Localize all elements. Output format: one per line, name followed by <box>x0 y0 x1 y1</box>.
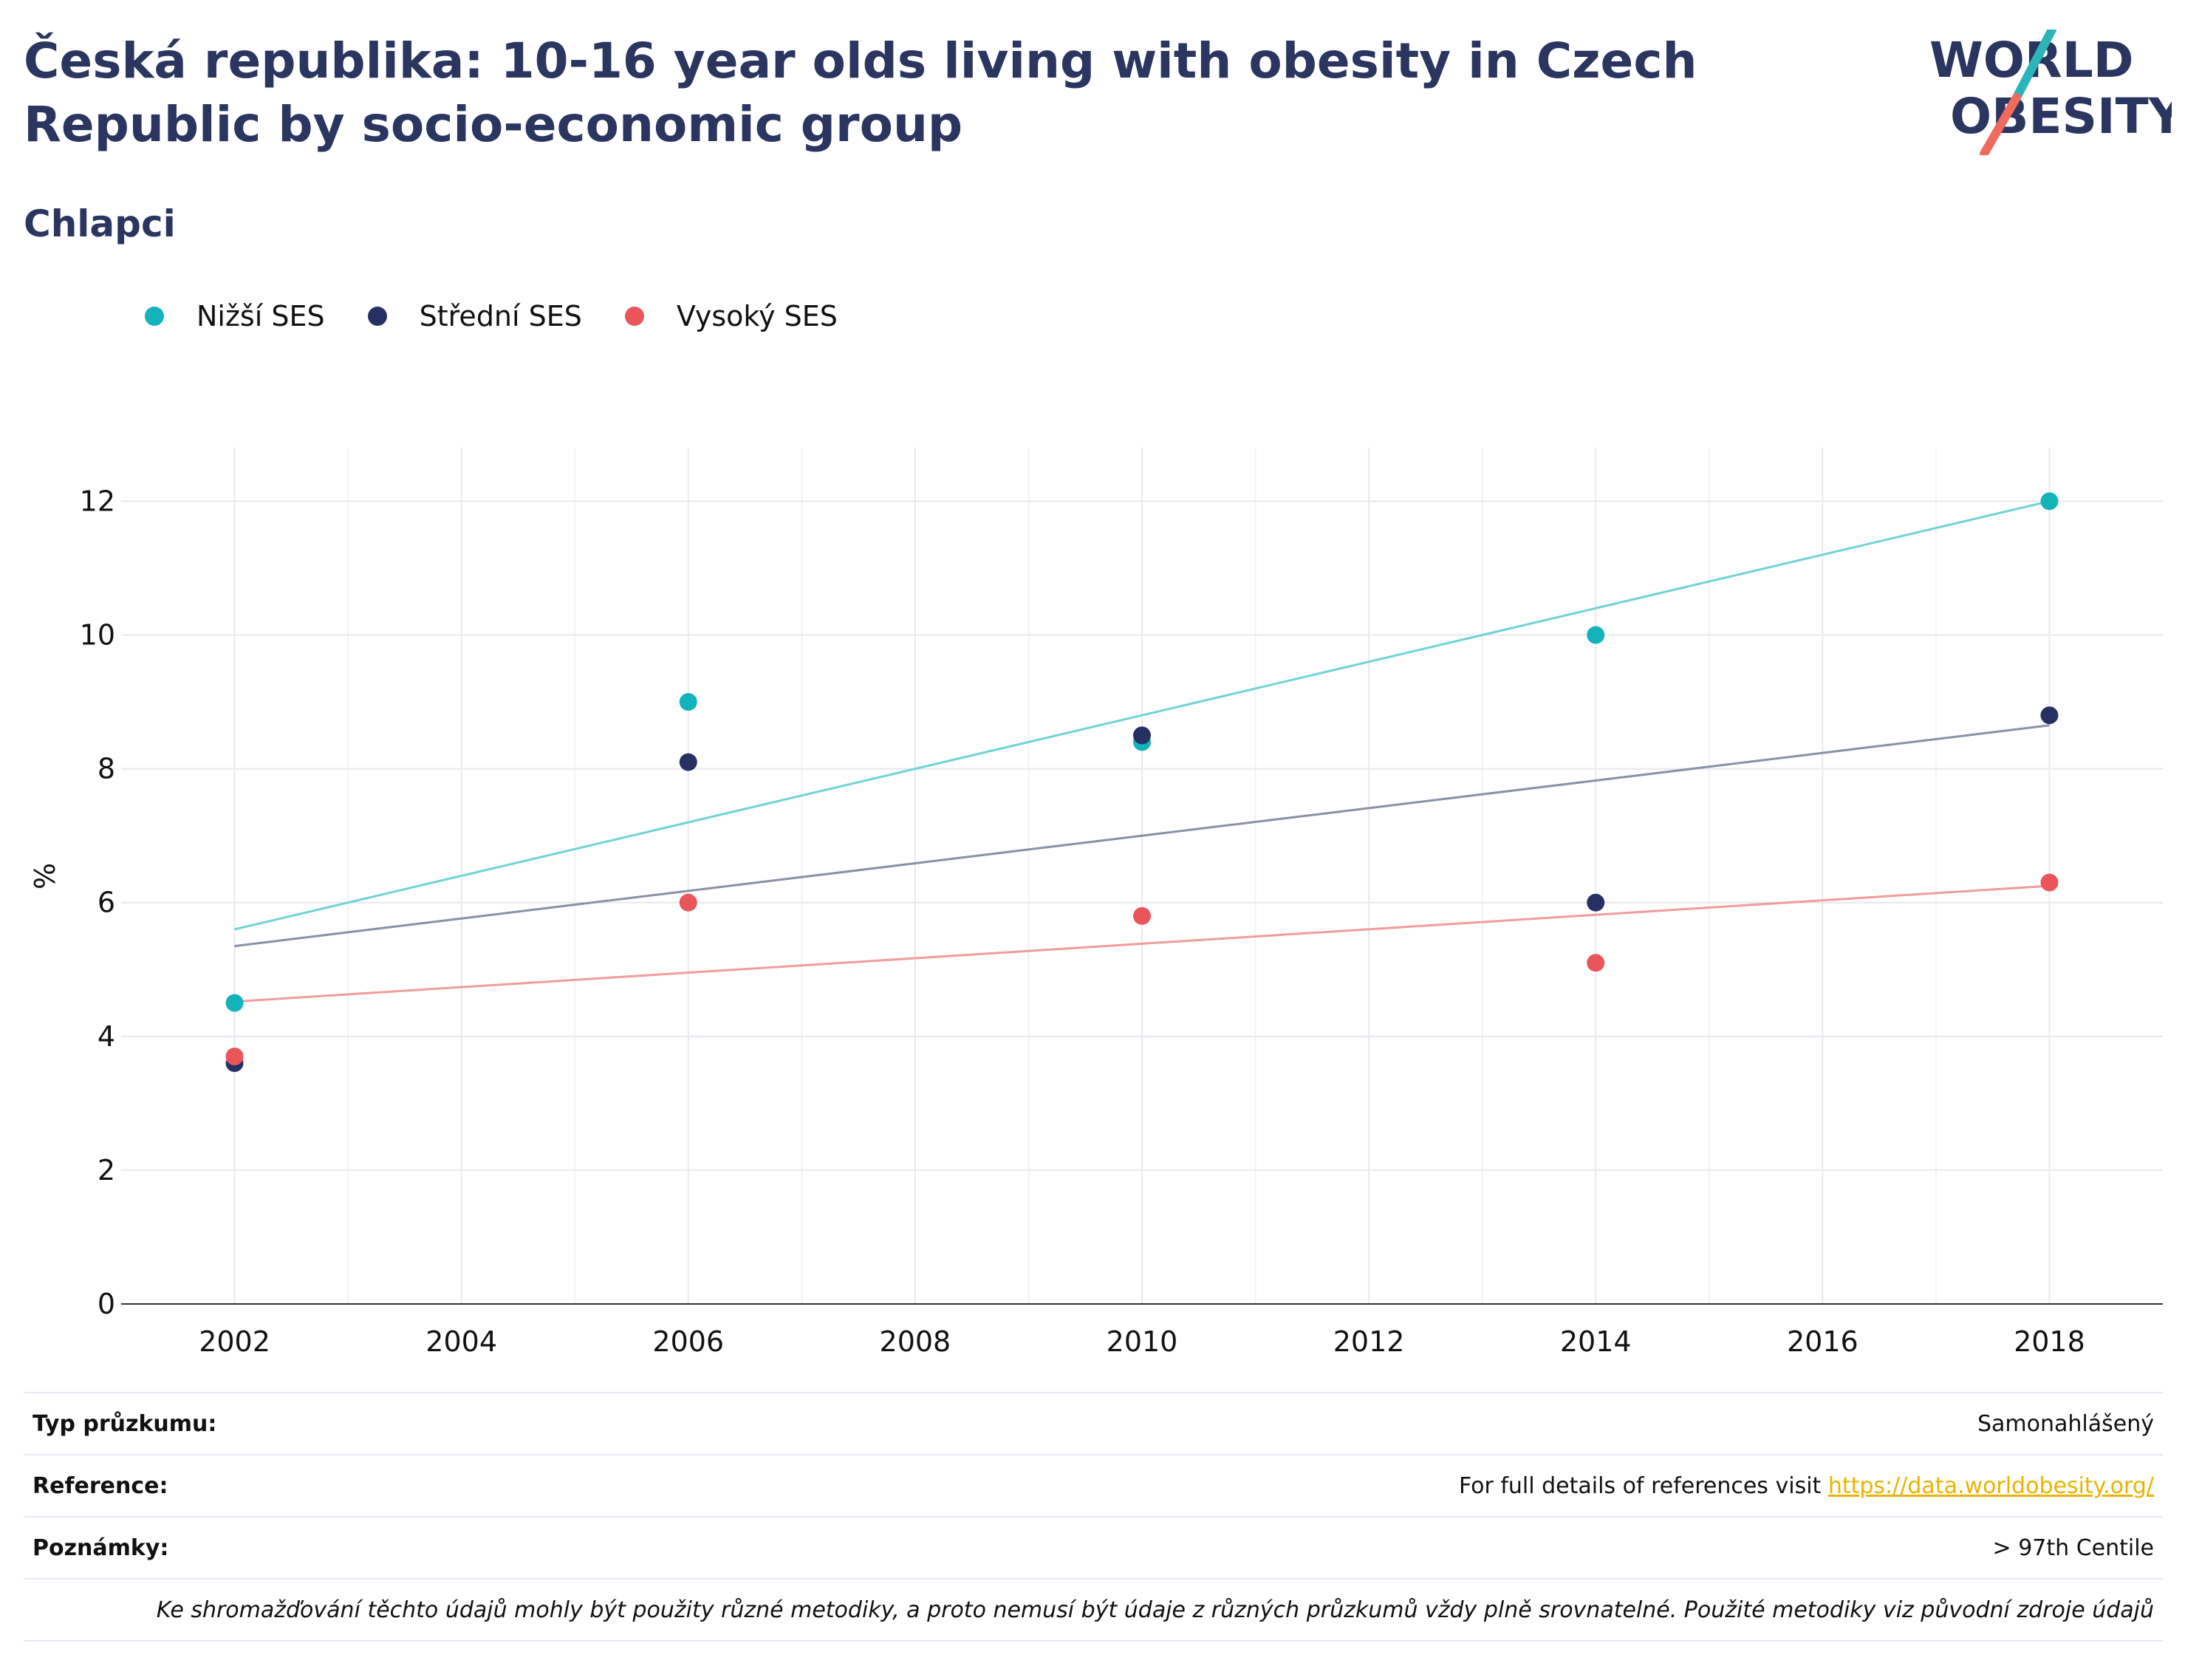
y-tick-label: 2 <box>98 1154 115 1186</box>
notes-row: Poznámky: > 97th Centile <box>24 1516 2163 1578</box>
x-tick-label: 2008 <box>880 1325 951 1358</box>
legend-label-high: Vysoký SES <box>676 300 838 332</box>
reference-value: For full details of references visit htt… <box>1459 1473 2154 1499</box>
y-tick-label: 10 <box>80 619 115 652</box>
legend-item-middle[interactable]: Střední SES <box>367 300 582 332</box>
legend-item-low[interactable]: Nižší SES <box>145 300 325 332</box>
trend-lines <box>234 499 2050 1003</box>
legend-marker-low <box>145 307 164 326</box>
y-tick-label: 12 <box>80 485 115 517</box>
chart-footer: Typ průzkumu: Samonahlášený Reference: F… <box>24 1392 2163 1642</box>
x-tick-label: 2014 <box>1560 1325 1632 1358</box>
y-tick-label: 8 <box>98 753 115 785</box>
chart-axes: 2002 2004 2006 2008 2010 2012 2014 2016 2018 0 2 4 6… <box>80 485 2163 1358</box>
data-point-series-0-2018 <box>2040 492 2059 511</box>
trend-line-series-2 <box>234 884 2050 1003</box>
scatter-chart: 2002 2004 2006 2008 2010 2012 2014 2016 2018 0 2 4 6… <box>29 448 2163 1358</box>
y-tick-label: 6 <box>98 887 115 919</box>
reference-link[interactable]: https://data.worldobesity.org/ <box>1827 1472 2154 1499</box>
data-point-series-1-2014 <box>1587 893 1605 912</box>
data-point-series-2-2018 <box>2040 873 2059 892</box>
survey-type-label: Typ průzkumu: <box>33 1410 217 1437</box>
legend-item-high[interactable]: Vysoký SES <box>624 300 838 332</box>
methodology-disclaimer: Ke shromažďování těchto údajů mohly být … <box>24 1578 2163 1642</box>
x-tick-label: 2002 <box>199 1325 270 1358</box>
survey-type-row: Typ průzkumu: Samonahlášený <box>24 1392 2163 1454</box>
x-tick-label: 2004 <box>425 1325 497 1358</box>
reference-text: For full details of references visit <box>1458 1472 1828 1499</box>
data-point-series-2-2002 <box>225 1047 244 1065</box>
data-point-series-2-2006 <box>679 893 697 912</box>
y-tick-label: 4 <box>98 1020 115 1053</box>
legend-marker-high <box>624 307 644 326</box>
world-obesity-logo: WORLD OBESITY <box>1929 30 2172 155</box>
data-point-series-2-2014 <box>1587 954 1605 972</box>
y-tick-label: 0 <box>98 1288 115 1320</box>
trend-line-series-1 <box>234 724 2050 948</box>
legend-label-low: Nižší SES <box>196 300 325 332</box>
chart-subtitle: Chlapci <box>24 202 176 245</box>
reference-label: Reference: <box>33 1472 168 1499</box>
data-point-series-0-2002 <box>225 994 244 1012</box>
data-points <box>225 492 2059 1073</box>
y-axis-label: % <box>29 863 61 889</box>
data-point-series-1-2010 <box>1133 726 1151 745</box>
logo-line2: OBESITY <box>1950 88 2172 145</box>
x-tick-label: 2006 <box>652 1325 724 1358</box>
x-tick-label: 2010 <box>1107 1325 1178 1358</box>
data-point-series-0-2006 <box>679 693 697 711</box>
x-tick-label: 2016 <box>1787 1325 1859 1358</box>
data-point-series-2-2010 <box>1133 906 1151 925</box>
data-point-series-1-2006 <box>679 753 697 771</box>
chart-grid <box>121 448 2163 1304</box>
survey-type-value: Samonahlášený <box>1977 1410 2154 1437</box>
data-point-series-0-2014 <box>1587 626 1605 644</box>
chart-title: Česká republika: 10-16 year olds living … <box>24 33 1697 153</box>
legend-label-middle: Střední SES <box>419 300 582 332</box>
trend-line-series-0 <box>234 499 2050 931</box>
x-tick-label: 2012 <box>1333 1325 1405 1358</box>
notes-value: > 97th Centile <box>1992 1534 2154 1561</box>
chart-legend: Nižší SES Střední SES Vysoký SES <box>145 294 881 338</box>
data-point-series-1-2018 <box>2040 706 2059 725</box>
reference-row: Reference: For full details of reference… <box>24 1454 2163 1516</box>
legend-marker-middle <box>367 307 387 326</box>
notes-label: Poznámky: <box>33 1534 169 1561</box>
logo-slash-bottom <box>1980 93 2021 155</box>
logo-slash-top <box>2014 30 2056 99</box>
x-tick-label: 2018 <box>2014 1325 2085 1358</box>
